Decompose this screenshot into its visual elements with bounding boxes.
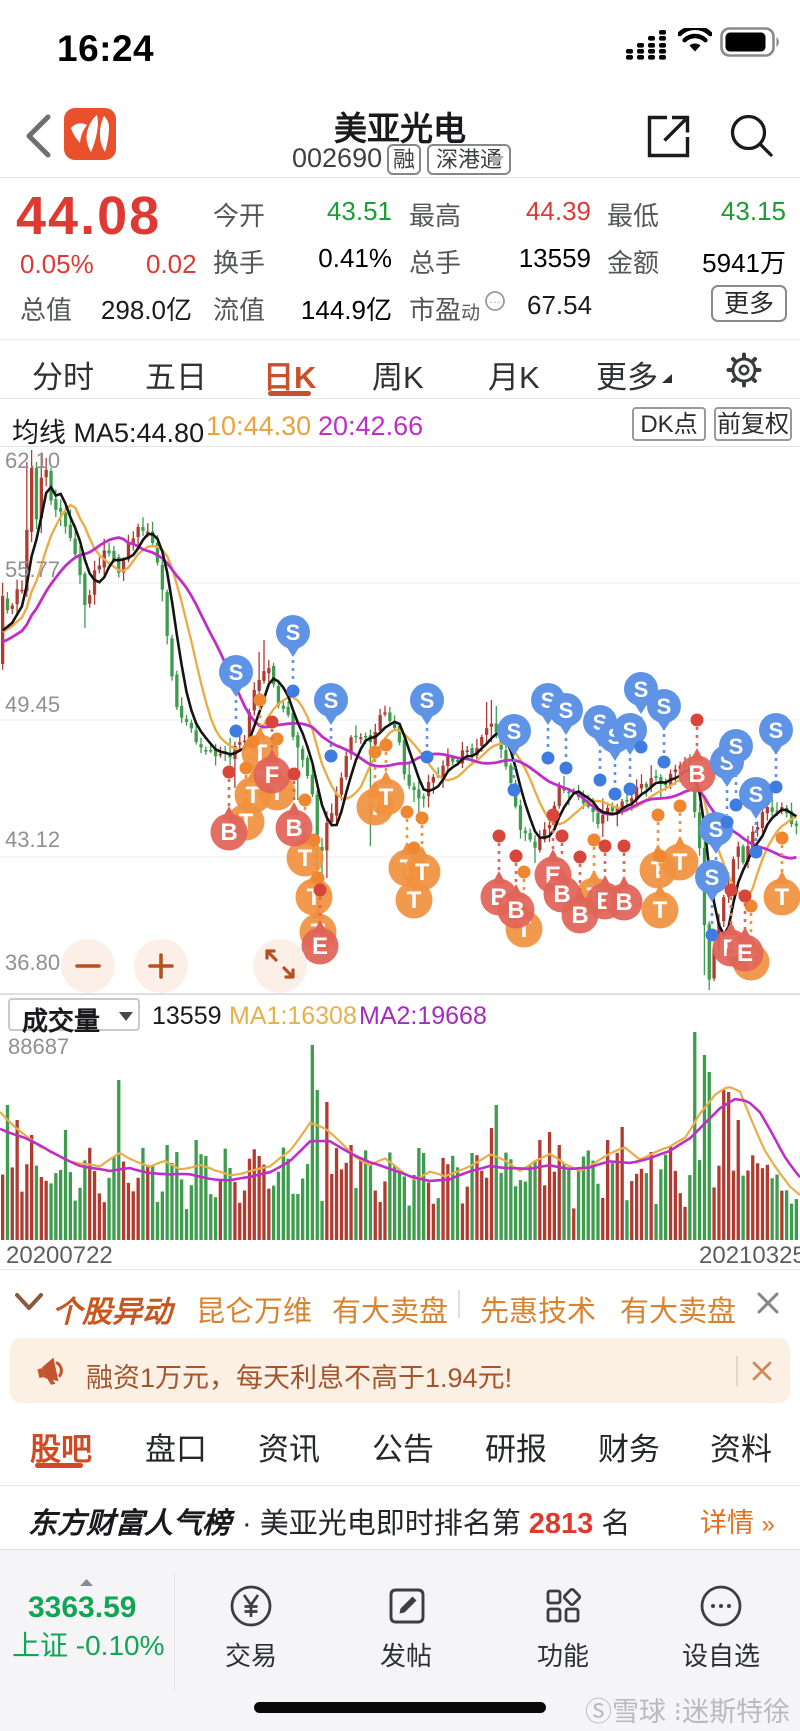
svg-text:S: S <box>634 677 649 702</box>
svg-text:S: S <box>229 660 244 685</box>
svg-text:S: S <box>729 734 744 759</box>
svg-text:T: T <box>775 884 790 911</box>
svg-text:S: S <box>324 688 339 713</box>
svg-text:T: T <box>415 859 430 886</box>
svg-text:F: F <box>265 762 280 789</box>
svg-text:S: S <box>657 694 672 719</box>
svg-text:B: B <box>688 761 705 788</box>
svg-text:S: S <box>507 719 522 744</box>
svg-text:B: B <box>553 881 570 908</box>
svg-text:···: ··· <box>489 295 501 309</box>
svg-text:B: B <box>571 902 588 929</box>
svg-text:S: S <box>286 620 301 645</box>
svg-text:B: B <box>507 897 524 924</box>
svg-text:S: S <box>559 698 574 723</box>
svg-text:T: T <box>407 887 422 914</box>
svg-text:S: S <box>623 718 638 743</box>
svg-text:E: E <box>737 940 753 967</box>
svg-text:S: S <box>769 718 784 743</box>
svg-text:T: T <box>246 782 261 809</box>
svg-text:T: T <box>298 845 313 872</box>
svg-text:T: T <box>379 784 394 811</box>
svg-text:B: B <box>615 889 632 916</box>
svg-text:B: B <box>285 815 302 842</box>
svg-text:S: S <box>705 865 720 890</box>
svg-text:S: S <box>709 817 724 842</box>
svg-text:B: B <box>220 819 237 846</box>
svg-text:T: T <box>653 897 668 924</box>
svg-text:S: S <box>420 688 435 713</box>
svg-text:E: E <box>312 933 328 960</box>
svg-text:T: T <box>673 849 688 876</box>
svg-text:S: S <box>749 782 764 807</box>
